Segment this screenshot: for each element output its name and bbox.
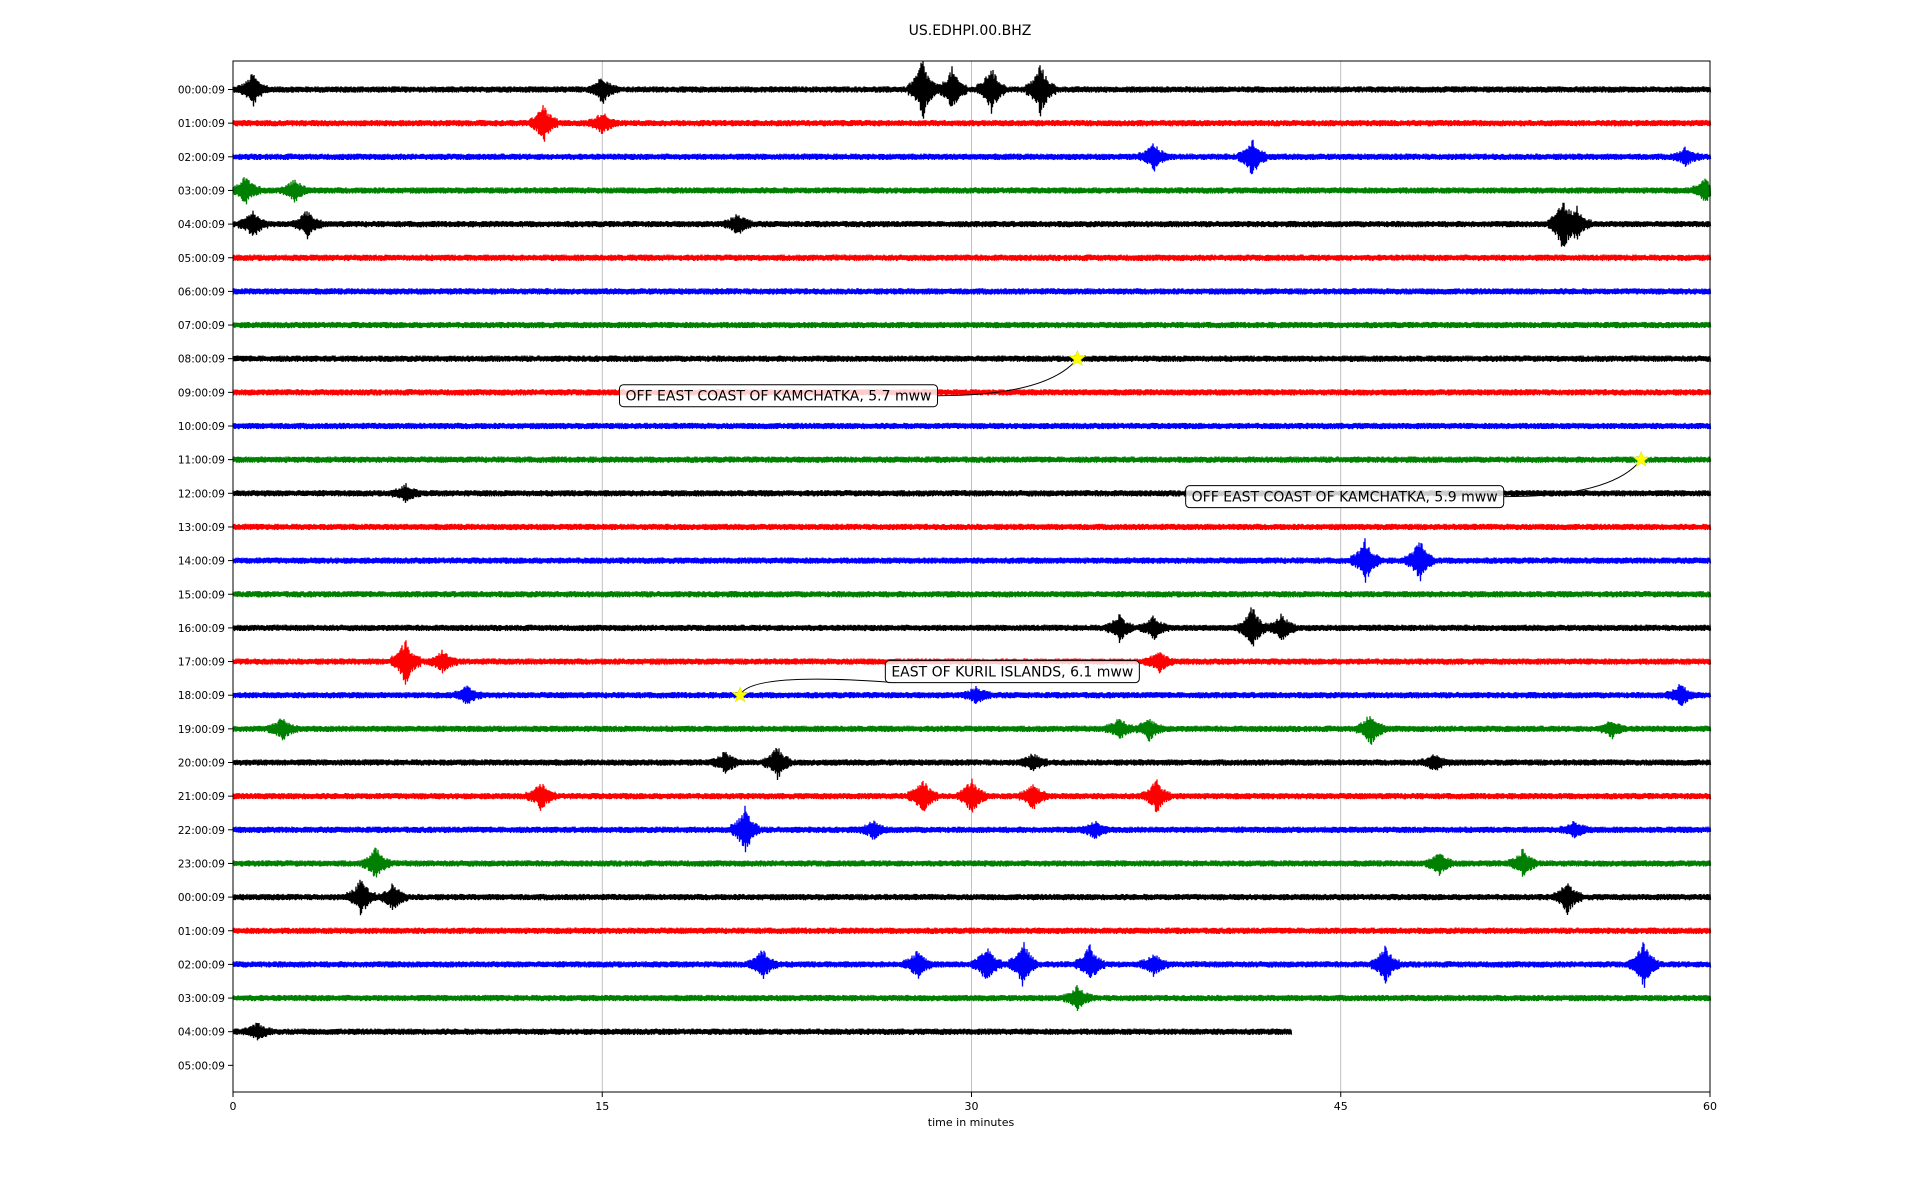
y-tick-label: 03:00:09 (178, 185, 225, 197)
x-tick-label: 45 (1334, 1100, 1348, 1113)
trace-line (232, 716, 1712, 745)
event-connector (937, 358, 1078, 397)
x-axis-ticks: 0 15 30 45 60 (230, 1092, 1717, 1113)
plot-frame (232, 60, 1711, 1093)
y-tick-label: 06:00:09 (178, 286, 225, 298)
x-tick-label: 15 (595, 1100, 609, 1113)
y-tick-label: 18:00:09 (178, 690, 225, 702)
y-tick-label: 02:00:09 (178, 959, 225, 971)
y-tick-label: 01:00:09 (178, 926, 225, 938)
trace-line (232, 684, 1712, 706)
y-tick-label: 14:00:09 (178, 556, 225, 568)
trace-line (232, 139, 1712, 175)
trace-line (232, 254, 1712, 261)
trace-line (232, 942, 1712, 988)
event-label-box (1185, 485, 1505, 509)
x-axis-label: time in minutes (928, 1116, 1015, 1129)
x-tick-label: 30 (965, 1100, 979, 1113)
event-star-icon (1068, 349, 1086, 366)
y-tick-label: 08:00:09 (178, 354, 225, 366)
event-star-icon (731, 686, 749, 703)
y-tick-label: 10:00:09 (178, 421, 225, 433)
trace-line (232, 538, 1712, 583)
trace-line (232, 927, 1712, 934)
trace-line (232, 985, 1712, 1012)
trace-line (232, 105, 1712, 142)
chart-title: US.EDHPI.00.BHZ (909, 23, 1032, 39)
y-tick-label: 01:00:09 (178, 118, 225, 130)
x-tick-label: 0 (230, 1100, 237, 1113)
event-label-box (884, 660, 1140, 684)
y-tick-label: 07:00:09 (178, 320, 225, 332)
y-tick-label: 05:00:09 (178, 253, 225, 265)
y-tick-label: 11:00:09 (178, 455, 225, 467)
trace-line (232, 607, 1712, 647)
trace-line (232, 202, 1712, 247)
y-tick-label: 23:00:09 (178, 858, 225, 870)
trace-line (232, 60, 1712, 119)
x-tick-label: 60 (1703, 1100, 1717, 1113)
grid-lines (601, 61, 1342, 1092)
trace-line (232, 321, 1712, 329)
trace-line (232, 805, 1712, 853)
y-tick-label: 04:00:09 (178, 219, 225, 231)
trace-line (232, 591, 1712, 598)
y-tick-label: 13:00:09 (178, 522, 225, 534)
event-label: EAST OF KURIL ISLANDS, 6.1 mww (891, 665, 1133, 681)
y-tick-label: 22:00:09 (178, 825, 225, 837)
y-tick-label: 15:00:09 (178, 589, 225, 601)
trace-line (232, 422, 1712, 430)
y-tick-label: 02:00:09 (178, 152, 225, 164)
y-tick-label: 12:00:09 (178, 488, 225, 500)
y-tick-label: 17:00:09 (178, 657, 225, 669)
event-connector (1503, 459, 1642, 498)
trace-line (232, 177, 1712, 205)
trace-line (232, 456, 1712, 463)
trace-line (232, 747, 1712, 781)
event-markers: OFF EAST COAST OF KAMCHATKA, 5.7 mww OFF … (618, 349, 1650, 703)
trace-line (232, 288, 1712, 295)
y-tick-label: 00:00:09 (178, 892, 225, 904)
trace-line (232, 879, 1712, 916)
y-tick-label: 00:00:09 (178, 85, 225, 97)
trace-line (232, 355, 1712, 362)
y-tick-label: 05:00:09 (178, 1060, 225, 1072)
y-tick-label: 16:00:09 (178, 623, 225, 635)
y-tick-label: 03:00:09 (178, 993, 225, 1005)
y-tick-label: 19:00:09 (178, 724, 225, 736)
y-tick-label: 20:00:09 (178, 758, 225, 770)
y-axis-ticks: 00:00:09 01:00:09 02:00:09 03:00:09 04:00:09… (178, 85, 233, 1072)
event-label: OFF EAST COAST OF KAMCHATKA, 5.7 mww (625, 389, 931, 405)
event-star-icon (1632, 450, 1650, 467)
trace-line (232, 778, 1712, 813)
y-tick-label: 21:00:09 (178, 791, 225, 803)
trace-line (232, 847, 1712, 878)
y-tick-label: 04:00:09 (178, 1027, 225, 1039)
event-connector (739, 678, 896, 696)
trace-line (232, 1022, 1293, 1041)
event-label: OFF EAST COAST OF KAMCHATKA, 5.9 mww (1192, 490, 1498, 506)
event-label-box (618, 384, 939, 408)
y-tick-label: 09:00:09 (178, 387, 225, 399)
trace-line (232, 523, 1712, 531)
